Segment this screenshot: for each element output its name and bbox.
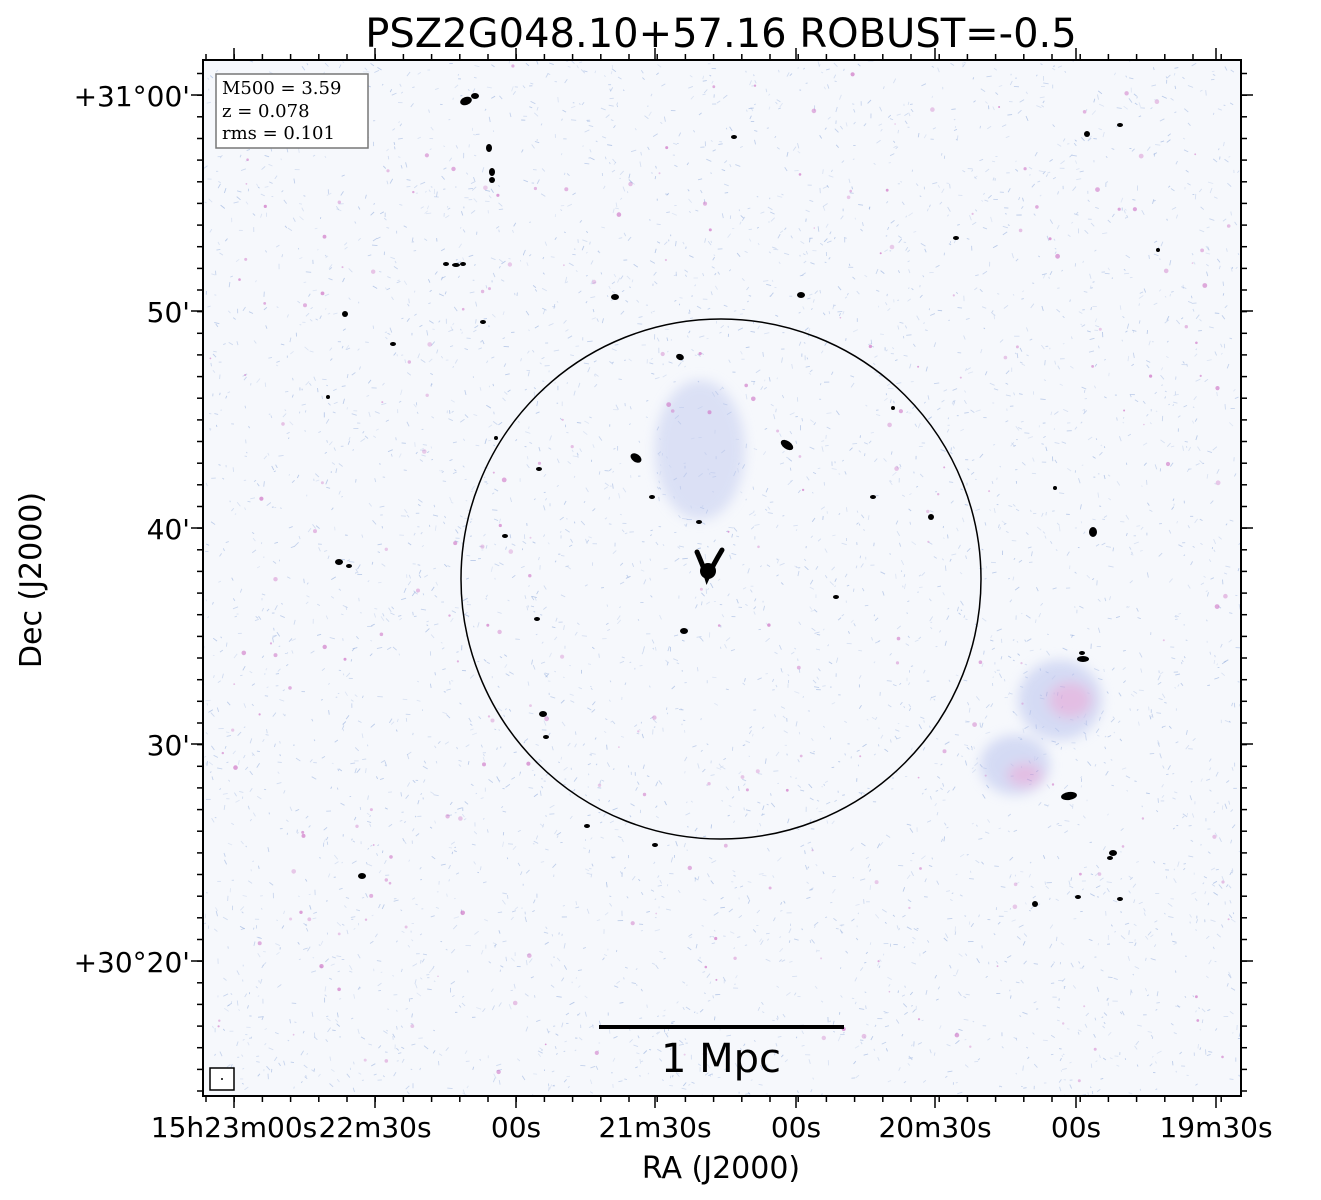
compact-source <box>460 96 472 106</box>
diffuse-relic-south <box>980 735 1050 795</box>
y-tick-label: 50' <box>147 296 190 329</box>
y-tick-label: +30°20' <box>74 946 190 979</box>
compact-source <box>1075 895 1081 899</box>
compact-source <box>1089 527 1097 537</box>
info-m500: M500 = 3.59 <box>222 78 341 99</box>
diffuse-halo <box>655 380 745 520</box>
compact-source <box>1109 850 1117 856</box>
compact-source <box>502 534 508 538</box>
compact-source <box>536 467 542 471</box>
plot-frame <box>202 59 1242 1097</box>
compact-source <box>480 320 486 324</box>
compact-source <box>326 395 330 399</box>
compact-source <box>335 559 343 565</box>
compact-source <box>1053 486 1057 490</box>
x-tick-label: 21m30s <box>598 1111 711 1144</box>
diffuse-emission <box>655 380 1102 795</box>
compact-source <box>539 711 547 717</box>
compact-source <box>649 495 655 499</box>
compact-source <box>731 135 737 139</box>
compact-source <box>1077 656 1089 662</box>
diffuse-relic-core <box>1048 682 1092 718</box>
y-tick-label: +31°00' <box>74 80 190 113</box>
image-background <box>203 60 1241 1096</box>
compact-source <box>652 843 658 847</box>
compact-source <box>1061 791 1077 801</box>
compact-source <box>1079 651 1085 655</box>
x-tick-label: 15h23m00s <box>151 1111 318 1144</box>
x-tick-label: 00s <box>771 1111 821 1144</box>
chart-title: PSZ2G048.10+57.16 ROBUST=-0.5 <box>365 11 1076 57</box>
compact-source <box>797 292 805 298</box>
beam-ellipse <box>221 1078 223 1080</box>
scale-bar: 1 Mpc <box>599 1025 844 1082</box>
beam-indicator <box>209 1067 235 1091</box>
x-tick-label: 22m30s <box>318 1111 431 1144</box>
tick-marks <box>191 48 1253 1108</box>
info-box-frame <box>215 73 369 149</box>
compact-source <box>584 824 590 828</box>
compact-source <box>543 735 549 739</box>
compact-source <box>870 495 876 499</box>
compact-source <box>611 294 619 300</box>
compact-source <box>696 520 702 524</box>
compact-source <box>1117 123 1123 127</box>
compact-source <box>676 353 684 361</box>
compact-source <box>630 453 642 463</box>
compact-source <box>489 177 495 183</box>
compact-source <box>534 617 540 621</box>
compact-source <box>928 514 934 520</box>
compact-source <box>833 595 839 599</box>
x-axis-label: RA (J2000) <box>642 1151 800 1186</box>
compact-source <box>486 144 492 152</box>
compact-sources <box>326 93 1160 907</box>
compact-source <box>342 311 348 317</box>
x-tick-label: 20m30s <box>878 1111 991 1144</box>
compact-source <box>346 564 352 568</box>
y-tick-label: 40' <box>147 513 190 546</box>
info-box: M500 = 3.59 z = 0.078 rms = 0.101 <box>215 73 369 149</box>
compact-source <box>1117 897 1123 901</box>
info-rms: rms = 0.101 <box>222 123 335 144</box>
compact-source <box>390 342 396 346</box>
compact-source <box>452 263 460 267</box>
compact-source <box>1084 131 1090 137</box>
image-area <box>203 60 1241 1096</box>
x-tick-label: 00s <box>1051 1111 1101 1144</box>
compact-source <box>460 262 466 266</box>
compact-source <box>1032 901 1038 907</box>
diffuse-relic-south-core <box>1007 763 1043 787</box>
compact-source <box>1156 248 1160 252</box>
compact-source <box>680 628 688 634</box>
compact-source <box>489 168 495 176</box>
compact-source <box>953 236 959 240</box>
compact-source <box>494 436 498 440</box>
compact-source <box>358 873 366 879</box>
central-radio-galaxy <box>694 547 725 586</box>
compact-source <box>1107 856 1113 860</box>
compact-source <box>443 262 449 266</box>
y-axis-label: Dec (J2000) <box>14 492 49 668</box>
x-tick-label: 19m30s <box>1159 1111 1272 1144</box>
y-tick-label: 30' <box>147 729 190 762</box>
compact-source <box>780 439 794 451</box>
compact-source <box>471 93 479 99</box>
info-redshift: z = 0.078 <box>222 101 310 122</box>
x-tick-label: 00s <box>491 1111 541 1144</box>
compact-source <box>891 406 895 410</box>
scale-bar-label: 1 Mpc <box>661 1036 781 1082</box>
r500-circle <box>460 318 982 840</box>
